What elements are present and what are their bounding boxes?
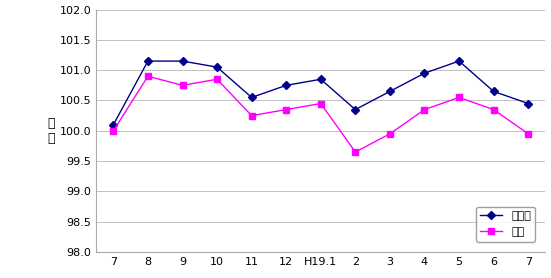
三重県 xyxy=(214,66,220,69)
津市 xyxy=(352,150,359,154)
Line: 津市: 津市 xyxy=(111,73,531,155)
津市 xyxy=(387,132,393,135)
津市 xyxy=(490,108,497,111)
三重県 xyxy=(110,123,117,126)
津市 xyxy=(110,129,117,132)
津市 xyxy=(525,132,532,135)
三重県 xyxy=(421,71,428,75)
Line: 三重県: 三重県 xyxy=(111,58,531,128)
津市 xyxy=(421,108,428,111)
三重県 xyxy=(525,102,532,105)
津市 xyxy=(283,108,289,111)
津市 xyxy=(317,102,324,105)
津市 xyxy=(144,75,151,78)
三重県 xyxy=(144,59,151,63)
三重県 xyxy=(352,108,359,111)
津市 xyxy=(214,78,220,81)
津市 xyxy=(179,84,186,87)
三重県 xyxy=(283,84,289,87)
Y-axis label: 指
数: 指 数 xyxy=(47,117,55,145)
Legend: 三重県, 津市: 三重県, 津市 xyxy=(476,207,536,242)
三重県 xyxy=(317,78,324,81)
三重県 xyxy=(456,59,462,63)
三重県 xyxy=(490,90,497,93)
津市 xyxy=(456,96,462,99)
三重県 xyxy=(387,90,393,93)
三重県 xyxy=(249,96,255,99)
三重県 xyxy=(179,59,186,63)
津市 xyxy=(249,114,255,117)
